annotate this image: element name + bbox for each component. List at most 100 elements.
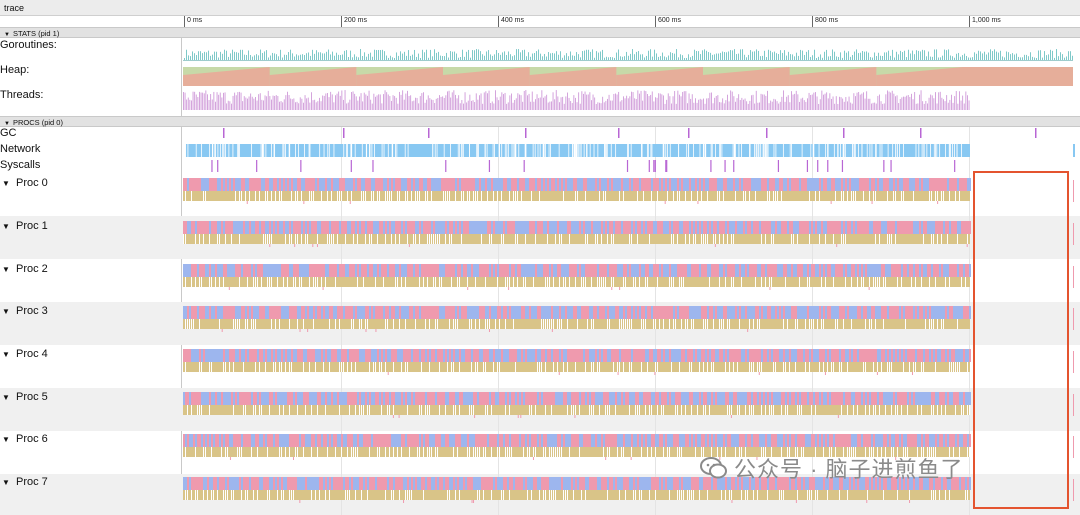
proc-tick	[294, 244, 296, 247]
proc-gap	[775, 362, 776, 372]
proc-gap	[661, 405, 662, 415]
goroutines-track[interactable]	[183, 40, 1080, 62]
proc-2-track[interactable]	[183, 262, 1080, 290]
threads-bar	[383, 94, 384, 110]
proc-slice	[949, 392, 951, 405]
goroutines-spike	[600, 51, 601, 60]
syscalls-track[interactable]	[183, 160, 1080, 172]
proc-0-track[interactable]	[183, 176, 1080, 204]
proc-slice	[559, 349, 561, 362]
goroutines-spike	[240, 49, 241, 60]
proc-slice	[557, 392, 559, 405]
stats-label-column	[0, 38, 182, 116]
proc-slice	[241, 264, 243, 277]
network-gap	[669, 144, 671, 157]
procs-section-header[interactable]: ▼ PROCS (pid 0)	[0, 116, 1080, 127]
proc-3-track[interactable]	[183, 304, 1080, 332]
proc-gap	[605, 405, 606, 415]
proc-slice	[481, 306, 483, 319]
threads-track[interactable]	[183, 89, 1080, 111]
proc-slice	[383, 178, 385, 191]
proc-slice	[631, 392, 633, 405]
proc-slice	[511, 221, 513, 234]
proc-slice	[679, 392, 681, 405]
proc-slice	[485, 264, 487, 277]
proc-slice	[265, 221, 267, 234]
proc-1-track[interactable]	[183, 219, 1080, 247]
proc-gap	[279, 319, 280, 329]
proc-slice	[825, 392, 827, 405]
proc-slice	[313, 306, 315, 319]
proc-slice	[441, 264, 443, 277]
proc-5-track[interactable]	[183, 390, 1080, 418]
network-gap	[534, 144, 536, 157]
proc-slice	[933, 264, 935, 277]
proc-slice	[663, 392, 665, 405]
proc-6-label[interactable]: ▼ Proc 6	[2, 433, 48, 445]
goroutines-spike	[400, 51, 401, 60]
proc-gap	[195, 447, 196, 457]
proc-slice	[681, 306, 683, 319]
proc-7-label[interactable]: ▼ Proc 7	[2, 476, 48, 488]
proc-slice	[269, 306, 271, 319]
proc-slice	[419, 434, 421, 447]
network-gap	[758, 144, 760, 157]
proc-slice	[287, 178, 289, 191]
proc-slice	[871, 178, 873, 191]
proc-2-label[interactable]: ▼ Proc 2	[2, 263, 48, 275]
network-track[interactable]	[183, 144, 1080, 157]
proc-4-label[interactable]: ▼ Proc 4	[2, 348, 48, 360]
proc-slice	[473, 349, 475, 362]
proc-gap	[711, 362, 712, 372]
proc-slice	[853, 306, 855, 319]
proc-slice	[185, 434, 187, 447]
threads-bar	[499, 96, 501, 110]
goroutines-spike	[208, 50, 209, 60]
proc-slice	[581, 349, 583, 362]
proc-slice	[295, 306, 297, 319]
proc-slice	[821, 221, 823, 234]
stats-section-header[interactable]: ▼ STATS (pid 1)	[0, 27, 1080, 38]
proc-slice	[337, 392, 339, 405]
proc-slice	[727, 306, 729, 319]
proc-slice	[785, 178, 787, 191]
threads-bar	[554, 99, 556, 110]
proc-4-track[interactable]	[183, 347, 1080, 375]
proc-slice	[891, 221, 893, 234]
goroutines-spike	[902, 52, 903, 60]
proc-slice	[473, 178, 475, 191]
proc-gap	[569, 447, 570, 457]
proc-slice	[847, 306, 849, 319]
proc-gap	[617, 362, 618, 372]
proc-slice	[475, 434, 477, 447]
gc-track[interactable]	[183, 128, 1080, 140]
heap-track[interactable]	[183, 63, 1080, 88]
threads-bar	[307, 97, 309, 110]
proc-slice	[917, 221, 919, 234]
proc-5-label[interactable]: ▼ Proc 5	[2, 391, 48, 403]
proc-gap	[673, 191, 674, 201]
proc-slice	[759, 221, 761, 234]
proc-slice	[871, 306, 873, 319]
proc-slice	[527, 434, 529, 447]
proc-gap	[865, 319, 866, 329]
goroutines-spike	[650, 49, 651, 60]
proc-slice	[661, 178, 663, 191]
goroutines-spike	[1042, 57, 1043, 60]
proc-slice	[877, 264, 879, 277]
proc-slice	[533, 221, 535, 234]
proc-0-label[interactable]: ▼ Proc 0	[2, 177, 48, 189]
proc-gap	[641, 447, 642, 457]
caret-down-icon: ▼	[2, 478, 10, 487]
proc-6-track[interactable]	[183, 432, 1080, 460]
proc-slice	[699, 306, 701, 319]
proc-gap	[513, 277, 514, 287]
proc-slice	[627, 178, 629, 191]
goroutines-spike	[548, 52, 549, 60]
proc-1-label[interactable]: ▼ Proc 1	[2, 220, 48, 232]
goroutines-spike	[432, 56, 433, 60]
proc-slice	[223, 306, 225, 319]
proc-slice	[199, 178, 201, 191]
proc-gap	[875, 191, 876, 201]
proc-3-label[interactable]: ▼ Proc 3	[2, 305, 48, 317]
